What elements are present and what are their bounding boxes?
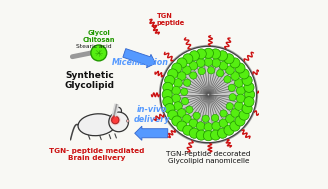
Circle shape xyxy=(182,66,191,74)
Circle shape xyxy=(216,70,224,77)
Circle shape xyxy=(202,115,209,122)
Circle shape xyxy=(165,75,175,85)
Circle shape xyxy=(242,75,252,85)
Text: Stearic acid: Stearic acid xyxy=(76,44,112,49)
Circle shape xyxy=(208,67,215,74)
Circle shape xyxy=(110,115,120,125)
Circle shape xyxy=(196,130,206,140)
Circle shape xyxy=(189,61,198,70)
Circle shape xyxy=(203,131,214,141)
Circle shape xyxy=(174,102,182,110)
Circle shape xyxy=(196,59,205,67)
Circle shape xyxy=(245,89,255,100)
Circle shape xyxy=(198,67,205,75)
Circle shape xyxy=(112,116,119,124)
Text: Glycol
Chitosan: Glycol Chitosan xyxy=(83,30,115,43)
Circle shape xyxy=(172,86,180,95)
Circle shape xyxy=(172,63,182,73)
Circle shape xyxy=(189,119,198,128)
Circle shape xyxy=(177,121,187,131)
Circle shape xyxy=(183,54,193,64)
Circle shape xyxy=(182,115,191,123)
Circle shape xyxy=(177,72,186,80)
Circle shape xyxy=(242,104,252,114)
Circle shape xyxy=(239,110,249,120)
Circle shape xyxy=(172,94,180,103)
Circle shape xyxy=(224,76,231,83)
Circle shape xyxy=(219,119,228,128)
Circle shape xyxy=(236,86,245,95)
Circle shape xyxy=(177,58,187,68)
Circle shape xyxy=(162,89,172,100)
Circle shape xyxy=(235,102,243,110)
Circle shape xyxy=(196,49,206,59)
Circle shape xyxy=(183,125,193,135)
Circle shape xyxy=(181,88,188,95)
Circle shape xyxy=(211,130,221,140)
Circle shape xyxy=(235,79,243,87)
Circle shape xyxy=(172,116,182,126)
Text: Micellization: Micellization xyxy=(112,58,169,67)
Circle shape xyxy=(168,110,178,120)
Circle shape xyxy=(189,128,199,138)
Circle shape xyxy=(211,49,221,59)
Circle shape xyxy=(231,109,239,117)
Circle shape xyxy=(226,103,233,110)
Circle shape xyxy=(230,58,240,68)
Circle shape xyxy=(186,106,193,113)
Circle shape xyxy=(244,97,254,107)
Circle shape xyxy=(175,61,242,128)
Circle shape xyxy=(226,66,234,74)
FancyArrow shape xyxy=(135,126,168,140)
Text: TGN- peptide mediated
Brain delivery: TGN- peptide mediated Brain delivery xyxy=(49,148,145,161)
Circle shape xyxy=(163,82,173,92)
Circle shape xyxy=(226,115,234,123)
Circle shape xyxy=(203,48,214,58)
Circle shape xyxy=(174,79,182,87)
Circle shape xyxy=(190,72,197,79)
Circle shape xyxy=(224,125,234,135)
Circle shape xyxy=(235,116,245,126)
Circle shape xyxy=(224,54,234,64)
Circle shape xyxy=(181,98,189,105)
Circle shape xyxy=(165,104,175,114)
Ellipse shape xyxy=(78,114,116,136)
Circle shape xyxy=(204,58,213,66)
FancyArrow shape xyxy=(123,49,155,68)
Circle shape xyxy=(204,123,213,131)
Circle shape xyxy=(217,128,228,138)
Text: in-vivo
delivery: in-vivo delivery xyxy=(133,105,170,124)
Circle shape xyxy=(220,110,227,117)
Circle shape xyxy=(109,112,129,132)
Circle shape xyxy=(163,97,173,107)
Circle shape xyxy=(228,84,236,91)
Circle shape xyxy=(229,94,236,101)
Circle shape xyxy=(196,122,205,130)
Circle shape xyxy=(212,114,219,122)
Circle shape xyxy=(231,72,239,80)
Circle shape xyxy=(91,45,107,61)
Text: TGN
peptide: TGN peptide xyxy=(157,13,185,26)
Text: TGN-Peptide decorated
Glycolipid nanomicelle: TGN-Peptide decorated Glycolipid nanomic… xyxy=(166,151,251,164)
Circle shape xyxy=(159,45,257,144)
Circle shape xyxy=(212,122,220,130)
Circle shape xyxy=(183,79,191,86)
Text: Synthetic
Glycolipid: Synthetic Glycolipid xyxy=(64,71,114,90)
Circle shape xyxy=(219,61,228,70)
Circle shape xyxy=(239,69,249,79)
Circle shape xyxy=(177,109,186,117)
Circle shape xyxy=(114,107,121,115)
Circle shape xyxy=(168,69,178,79)
Circle shape xyxy=(236,94,245,103)
Circle shape xyxy=(212,59,220,67)
Circle shape xyxy=(126,120,129,122)
Circle shape xyxy=(244,82,254,92)
Circle shape xyxy=(230,121,240,131)
Circle shape xyxy=(193,112,200,119)
Circle shape xyxy=(189,51,199,61)
Circle shape xyxy=(235,63,245,73)
Circle shape xyxy=(217,51,228,61)
